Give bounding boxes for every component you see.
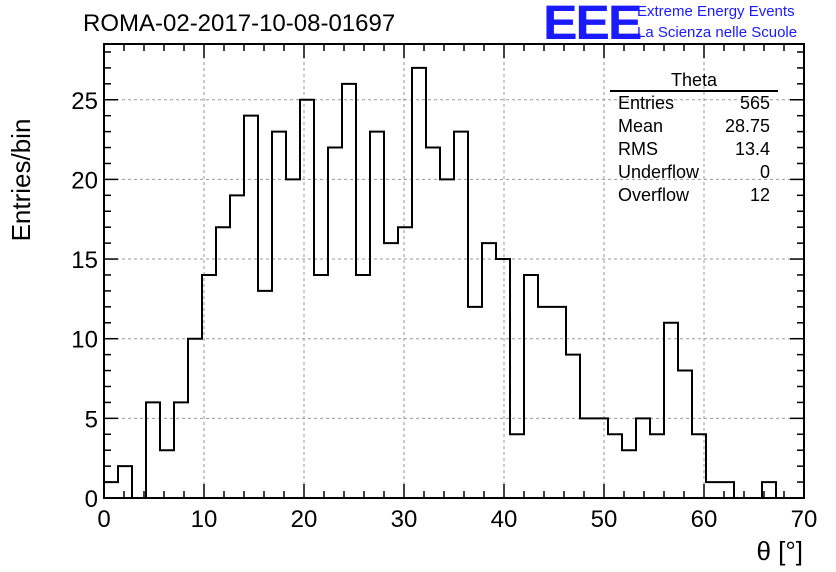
y-tick-label: 15 — [71, 247, 98, 274]
stat-value: 12 — [749, 185, 770, 205]
x-axis-label: θ [°] — [756, 536, 803, 566]
x-tick-label: 30 — [391, 506, 418, 533]
stat-value: 0 — [759, 162, 770, 182]
run-title: ROMA-02-2017-10-08-01697 — [83, 10, 396, 37]
stat-label: RMS — [618, 139, 658, 159]
stat-row: RMS 13.4 — [610, 138, 778, 161]
stat-value: 28.75 — [724, 116, 770, 136]
stats-rows: Entries 565 Mean 28.75 RMS 13.4 Underflow 0 Over… — [610, 92, 778, 207]
stat-value: 13.4 — [734, 139, 770, 159]
stat-row: Underflow 0 — [610, 161, 778, 184]
x-tick-label: 20 — [291, 506, 318, 533]
x-tick-label: 10 — [191, 506, 218, 533]
stat-label: Underflow — [618, 162, 700, 182]
x-tick-label: 50 — [591, 506, 618, 533]
stat-row: Entries 565 — [610, 92, 778, 115]
histogram-step-line — [104, 66, 804, 499]
stat-row: Mean 28.75 — [610, 115, 778, 138]
x-tick-label: 0 — [97, 506, 110, 533]
stat-value: 565 — [739, 93, 770, 113]
axis-ticks — [103, 44, 805, 499]
stat-label: Entries — [618, 93, 675, 113]
logo-caption-line2: La Scienza nelle Scuole — [637, 24, 798, 41]
eee-logo: EEE — [543, 0, 642, 50]
plot-frame — [103, 43, 805, 499]
tick-labels: 0 10 20 30 40 50 60 70 0 5 10 15 20 25 — [71, 88, 817, 533]
stat-label: Overflow — [618, 185, 690, 205]
y-axis-label: Entries/bin — [6, 119, 36, 242]
stats-box-title: Theta — [610, 70, 778, 92]
logo-caption-line1: Extreme Energy Events — [637, 3, 795, 20]
y-tick-label: 5 — [85, 406, 98, 433]
x-tick-label: 40 — [491, 506, 518, 533]
y-tick-label: 0 — [85, 486, 98, 513]
stats-box: Theta Entries 565 Mean 28.75 RMS 13.4 Underflo… — [610, 70, 778, 207]
y-tick-label: 25 — [71, 88, 98, 115]
stat-row: Overflow 12 — [610, 184, 778, 207]
y-tick-label: 20 — [71, 167, 98, 194]
x-tick-label: 70 — [791, 506, 818, 533]
stat-label: Mean — [618, 116, 664, 136]
x-tick-label: 60 — [691, 506, 718, 533]
y-tick-label: 10 — [71, 327, 98, 354]
